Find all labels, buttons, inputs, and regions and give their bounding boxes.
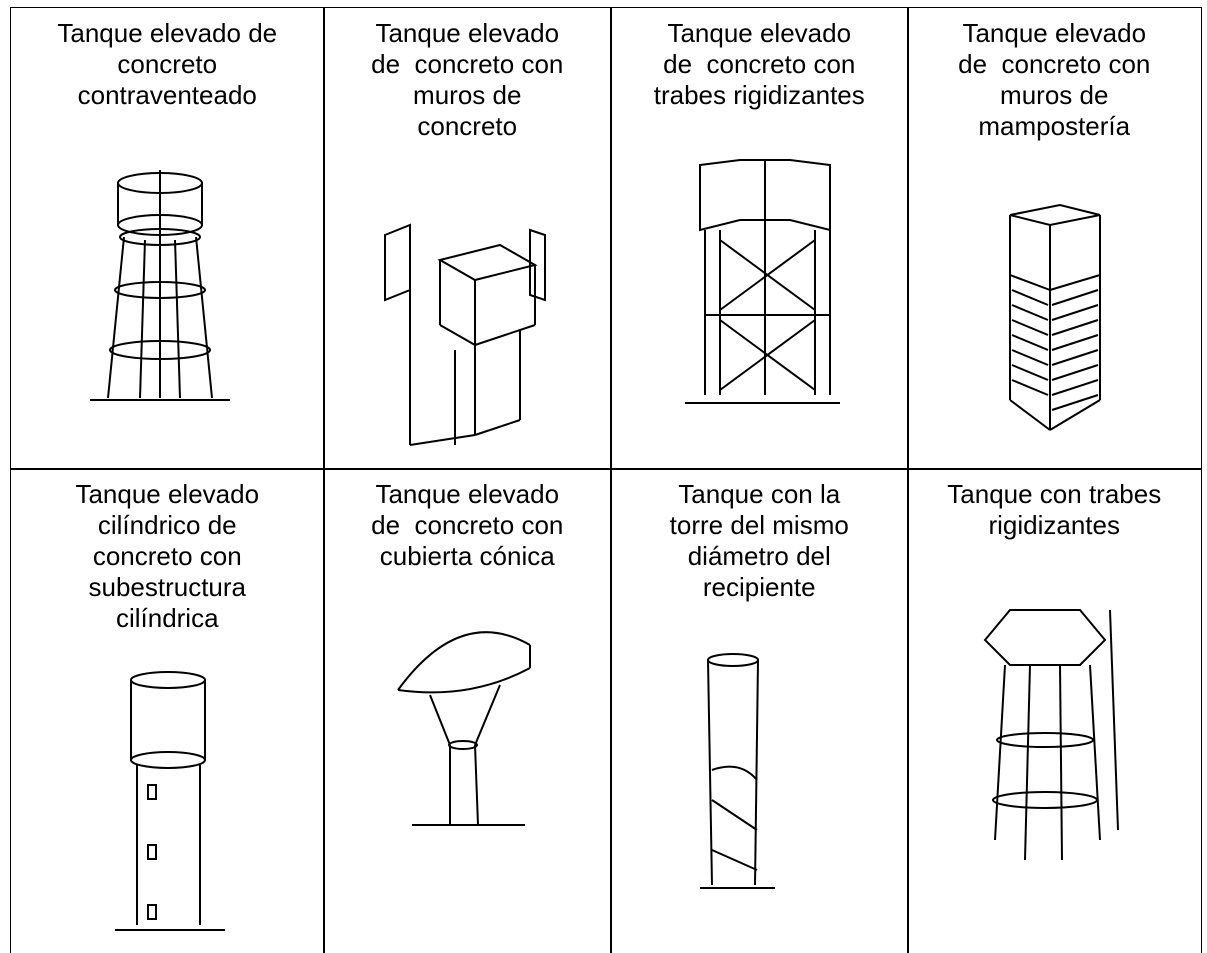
table-cell: Tanque con la torre del mismo diámetro del…: [610, 468, 909, 953]
label-line: Tanque con la: [678, 479, 841, 509]
table-cell: Tanque elevado de concreto contraventeado: [10, 7, 325, 470]
cell-label: Tanque elevado de concreto con trabes rigi…: [611, 18, 908, 111]
label-line: Tanque con trabes: [947, 479, 1162, 509]
table-cell: Tanque elevado cilíndrico de concreto con s…: [10, 468, 325, 953]
label-line: mampostería: [978, 111, 1131, 141]
drawing-column-tower: [700, 653, 775, 889]
drawing-hex-tank: [983, 609, 1119, 861]
cell-label: Tanque elevado de concreto con cubierta có…: [324, 479, 611, 572]
label-line: contraventeado: [77, 80, 257, 110]
label-line: cilíndrico de: [97, 510, 237, 540]
label-line: diámetro del: [687, 541, 831, 571]
label-line: Tanque elevado: [667, 18, 852, 48]
cell-label: Tanque elevado de concreto con muros de mam…: [908, 18, 1201, 142]
drawing-masonry-block: [1009, 203, 1101, 431]
label-line: de concreto con: [958, 49, 1151, 79]
label-line: muros de: [1000, 80, 1109, 110]
label-line: concreto: [117, 49, 218, 79]
label-line: subestructura: [88, 572, 247, 602]
table-cell: Tanque elevado de concreto con cubierta có…: [323, 468, 612, 953]
cell-label: Tanque con la torre del mismo diámetro del…: [611, 479, 908, 603]
label-line: concreto: [417, 111, 518, 141]
label-line: Tanque elevado de: [57, 18, 278, 48]
label-line: trabes rigidizantes: [653, 80, 865, 110]
label-line: Tanque elevado: [75, 479, 260, 509]
drawing-braced-tower: [90, 170, 230, 401]
drawing-conical-tower: [397, 631, 531, 826]
label-line: de concreto con: [371, 510, 564, 540]
label-line: Tanque elevado: [962, 18, 1147, 48]
label-line: rigidizantes: [988, 510, 1120, 540]
label-line: de concreto con: [663, 49, 856, 79]
table-cell: Tanque elevado de concreto con muros de con…: [323, 7, 612, 470]
table-cell: Tanque elevado de concreto con trabes rigi…: [610, 7, 909, 470]
label-line: recipiente: [702, 572, 816, 602]
label-line: Tanque elevado: [375, 18, 560, 48]
cell-label: Tanque elevado cilíndrico de concreto con s…: [11, 479, 324, 634]
label-line: concreto con: [92, 541, 242, 571]
table-cell: Tanque con trabes rigidizantes: [907, 468, 1202, 953]
label-line: cilíndrica: [115, 603, 219, 633]
drawing-cross-walls: [384, 223, 546, 446]
cell-label: Tanque elevado de concreto con muros de con…: [324, 18, 611, 142]
drawing-cylinder-tower: [115, 671, 225, 931]
cell-label: Tanque elevado de concreto contraventeado: [11, 18, 324, 111]
cell-label: Tanque con trabes rigidizantes: [908, 479, 1201, 541]
drawing-stiffened-tower: [685, 159, 840, 404]
label-line: cubierta cónica: [379, 541, 555, 571]
label-line: muros de: [413, 80, 522, 110]
label-line: Tanque elevado: [375, 479, 560, 509]
table-cell: Tanque elevado de concreto con muros de mam…: [907, 7, 1202, 470]
label-line: torre del mismo: [669, 510, 849, 540]
label-line: de concreto con: [371, 49, 564, 79]
